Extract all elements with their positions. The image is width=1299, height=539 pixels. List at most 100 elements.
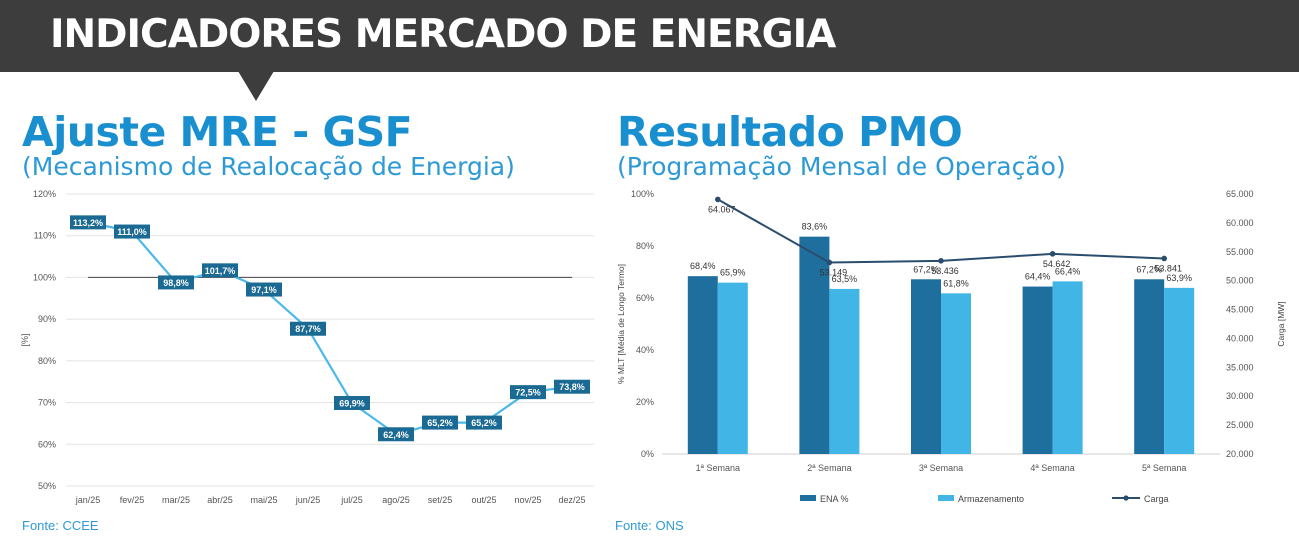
gsf-data-label: 62,4% (383, 430, 409, 440)
gsf-data-label-box (378, 427, 414, 442)
x-tick-label: out/25 (471, 495, 496, 505)
carga-point (826, 259, 833, 266)
armazenamento-data-label: 63,5% (832, 274, 858, 284)
x-tick-label: jan/25 (75, 495, 101, 505)
y2-axis-label: Carga [MW] (1276, 301, 1286, 346)
gsf-data-label: 111,0% (117, 227, 147, 237)
y-tick-label: 100% (631, 189, 654, 199)
ena-data-label: 67,2% (1136, 264, 1162, 274)
x-tick-label: jul/25 (340, 495, 363, 505)
ena-data-label: 64,4% (1025, 272, 1051, 282)
carga-point (938, 258, 944, 264)
gsf-data-label-box (554, 379, 590, 394)
legend-label-carga: Carga (1144, 494, 1169, 504)
x-tick-label: 3ª Semana (919, 463, 963, 473)
legend-swatch-armazenamento (938, 495, 954, 501)
y2-tick-label: 45.000 (1226, 305, 1254, 315)
ena-bar (1134, 279, 1165, 454)
y2-tick-label: 25.000 (1226, 420, 1254, 430)
gsf-data-label: 72,5% (515, 388, 541, 398)
x-tick-label: ago/25 (382, 495, 410, 505)
gsf-data-label: 87,7% (295, 324, 321, 334)
x-tick-label: nov/25 (514, 495, 541, 505)
carga-data-label: 53.149 (820, 267, 848, 277)
y-tick-label: 0% (641, 449, 654, 459)
legend-swatch-ena (800, 495, 816, 501)
ena-bar (911, 279, 941, 454)
ena-bar (687, 276, 718, 454)
y2-tick-label: 35.000 (1226, 362, 1254, 372)
gsf-data-label-box (70, 215, 106, 230)
ena-bar (799, 236, 830, 454)
y-tick-label: 110% (34, 231, 56, 241)
header-bar: INDICADORES MERCADO DE ENERGIA (0, 0, 1299, 72)
carga-point (715, 196, 721, 203)
carga-point (1049, 251, 1056, 257)
legend-label-armazenamento: Armazenamento (958, 494, 1024, 504)
gsf-data-label: 65,2% (471, 418, 497, 428)
right-panel-title: Resultado PMO (617, 108, 963, 156)
left-panel-subtitle: (Mecanismo de Realocação de Energia) (22, 152, 515, 181)
armazenamento-data-label: 61,8% (943, 278, 969, 288)
gsf-data-label: 98,8% (163, 278, 189, 288)
gsf-data-label: 101,7% (205, 266, 236, 276)
right-panel-subtitle: (Programação Mensal de Operação) (617, 152, 1066, 181)
gsf-data-label-box (510, 385, 546, 400)
gsf-data-label-box (422, 415, 458, 430)
gsf-data-label-box (246, 282, 282, 297)
x-tick-label: 2ª Semana (807, 463, 851, 473)
y-tick-label: 60% (38, 439, 56, 449)
x-tick-label: mai/25 (250, 495, 277, 505)
y2-tick-label: 65.000 (1226, 189, 1254, 199)
y-tick-label: 40% (636, 345, 654, 355)
ena-data-label: 67,2% (913, 264, 939, 274)
armazenamento-bar (941, 293, 971, 454)
armazenamento-bar (829, 288, 860, 454)
y-tick-label: 80% (636, 241, 654, 251)
y-tick-label: 120% (33, 189, 56, 199)
x-tick-label: dez/25 (558, 495, 585, 505)
legend-label-ena: ENA % (820, 494, 849, 504)
ena-bar (1022, 286, 1053, 454)
y-axis-label: % MLT [Média de Longo Termo] (616, 264, 626, 384)
carga-series-line (717, 198, 1165, 264)
armazenamento-data-label: 65,9% (720, 268, 746, 278)
y-tick-label: 50% (38, 481, 56, 491)
y2-tick-label: 55.000 (1226, 247, 1254, 257)
y2-tick-label: 50.000 (1226, 276, 1254, 286)
armazenamento-data-label: 63,9% (1166, 273, 1192, 283)
right-source: Fonte: ONS (615, 518, 684, 533)
x-tick-label: fev/25 (120, 495, 145, 505)
gsf-data-label: 73,8% (559, 382, 585, 392)
x-tick-label: jun/25 (295, 495, 321, 505)
y2-tick-label: 40.000 (1226, 333, 1254, 343)
gsf-data-label: 113,2% (73, 218, 103, 228)
ena-data-label: 68,4% (690, 261, 716, 271)
carga-data-label: 54.642 (1043, 259, 1071, 269)
armazenamento-data-label: 66,4% (1055, 266, 1081, 276)
y-tick-label: 20% (636, 397, 654, 407)
carga-data-label: 64.067 (708, 204, 736, 214)
left-panel-title: Ajuste MRE - GSF (22, 108, 413, 156)
y-tick-label: 60% (636, 293, 654, 303)
carga-point (1161, 255, 1167, 262)
armazenamento-bar (1052, 281, 1083, 454)
x-tick-label: 1ª Semana (696, 463, 740, 473)
y2-tick-label: 60.000 (1226, 218, 1254, 228)
page-title: INDICADORES MERCADO DE ENERGIA (50, 12, 836, 57)
carga-data-label: 53.436 (931, 266, 959, 276)
gsf-data-label-box (466, 415, 502, 430)
gsf-data-label: 69,9% (339, 398, 365, 408)
gsf-data-label-box (334, 395, 370, 410)
legend-marker-carga (1123, 495, 1129, 501)
x-tick-label: 4ª Semana (1030, 463, 1074, 473)
header-pointer (238, 71, 274, 101)
x-tick-label: abr/25 (207, 495, 233, 505)
x-tick-label: set/25 (428, 495, 453, 505)
gsf-data-label-box (114, 224, 150, 239)
armazenamento-bar (717, 282, 748, 454)
y-axis-label: [%] (20, 333, 30, 346)
carga-data-label: 53.841 (1154, 263, 1182, 273)
y-tick-label: 80% (38, 356, 56, 366)
left-source: Fonte: CCEE (22, 518, 99, 533)
